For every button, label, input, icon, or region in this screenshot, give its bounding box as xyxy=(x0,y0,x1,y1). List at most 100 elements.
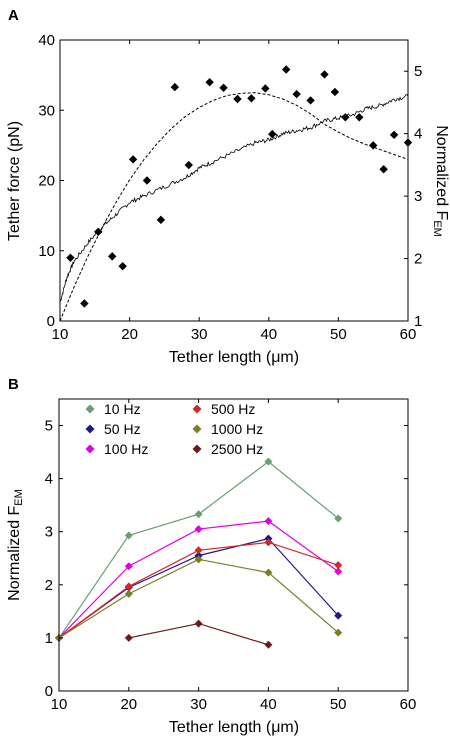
legend-item: 100 Hz xyxy=(85,441,148,457)
panel-a-axes-box xyxy=(59,39,409,322)
frequency-series xyxy=(55,457,343,649)
series-point xyxy=(264,517,273,526)
series-point xyxy=(264,538,273,547)
panel-b-x-ticks: 10 20 30 40 50 60 xyxy=(51,399,417,713)
tether-force-point xyxy=(80,299,89,308)
legend-label: 100 Hz xyxy=(104,441,148,457)
series-point xyxy=(124,589,133,598)
normalized-fem-trace-line xyxy=(59,94,409,303)
tether-force-point xyxy=(66,253,75,262)
panel-a-y-ticks: 0 10 20 30 40 xyxy=(38,32,64,330)
tether-force-point xyxy=(184,160,193,170)
panel-b-axes-box xyxy=(58,398,409,692)
tether-force-points xyxy=(66,65,413,308)
panel-a-right-y-tick-label: 2 xyxy=(414,251,422,268)
fit-curve-line xyxy=(59,92,409,322)
tether-force-point xyxy=(355,113,364,122)
panel-a-y-tick-label: 10 xyxy=(38,243,55,260)
tether-force-point xyxy=(247,94,256,103)
series-point xyxy=(124,562,133,571)
legend-item: 500 Hz xyxy=(192,401,255,417)
legend-marker xyxy=(192,444,202,454)
series-point xyxy=(334,561,343,570)
panel-b-y-tick-label: 4 xyxy=(45,471,53,488)
tether-force-point xyxy=(108,252,117,261)
tether-force-point xyxy=(142,176,152,185)
legend-label: 10 Hz xyxy=(104,401,141,417)
series-point xyxy=(264,568,273,577)
tether-force-point xyxy=(128,155,138,164)
panel-a-y-tick-label: 30 xyxy=(38,102,55,119)
series-point xyxy=(194,619,203,628)
series-point xyxy=(334,514,343,523)
series-point xyxy=(124,582,133,591)
tether-force-point xyxy=(330,87,340,97)
panel-b-x-tick-label: 10 xyxy=(51,696,68,713)
tether-force-point xyxy=(219,83,228,92)
legend-marker xyxy=(192,404,202,414)
tether-force-point xyxy=(369,141,378,150)
panel-b-y-tick-label: 1 xyxy=(45,630,53,647)
legend-label: 1000 Hz xyxy=(211,421,263,437)
tether-force-point xyxy=(282,65,291,74)
tether-force-point xyxy=(233,94,242,104)
panel-b-y-tick-label: 2 xyxy=(45,577,53,594)
series-point xyxy=(124,633,133,642)
series-point xyxy=(334,628,343,637)
panel-a-y-tick-label: 0 xyxy=(47,313,55,330)
panel-a-right-y-axis-label-main: Normalized F xyxy=(433,125,450,220)
panel-b-x-tick-label: 30 xyxy=(190,696,207,713)
legend-item: 1000 Hz xyxy=(192,421,263,437)
series-point xyxy=(194,510,203,519)
tether-force-point xyxy=(261,84,270,93)
panel-a-x-axis-label: Tether length (μm) xyxy=(169,349,299,366)
panel-b-x-tick-label: 60 xyxy=(400,696,417,713)
series-1000-hz xyxy=(55,555,343,642)
normalized-fem-trace xyxy=(59,94,409,303)
series-point xyxy=(194,525,203,534)
panel-a-x-tick-label: 20 xyxy=(121,326,138,343)
panel-b-y-tick-label: 5 xyxy=(45,418,53,435)
legend-label: 2500 Hz xyxy=(211,441,263,457)
series-point xyxy=(334,567,343,576)
legend-item: 10 Hz xyxy=(85,401,141,417)
series-2500-hz xyxy=(124,619,273,649)
panel-b-y-ticks: 0 1 2 3 4 5 xyxy=(45,418,408,700)
series-point xyxy=(264,457,273,466)
tether-force-point xyxy=(341,113,350,122)
legend-marker xyxy=(85,444,95,454)
panel-b-y-tick-label: 0 xyxy=(45,683,53,700)
panel-a-y-axis-label: Tether force (pN) xyxy=(6,121,23,241)
fit-curve xyxy=(59,92,409,322)
panel-a-right-y-tick-label: 5 xyxy=(414,63,422,80)
series-point xyxy=(334,611,343,620)
panel-b-x-axis-label: Tether length (μm) xyxy=(169,719,299,736)
tether-force-point xyxy=(320,70,329,79)
panel-b-y-axis-label-main: Normalized F xyxy=(6,505,23,600)
panel-a-right-y-tick-label: 4 xyxy=(414,126,422,143)
tether-force-point xyxy=(306,96,315,105)
panel-a-right-y-ticks: 1 2 3 4 5 xyxy=(404,63,422,330)
tether-force-point xyxy=(389,130,399,140)
panel-a-y-tick-label: 20 xyxy=(38,173,55,190)
tether-force-point xyxy=(170,82,180,92)
panel-b-y-axis-label-sub: EM xyxy=(13,489,25,506)
panel-b-y-axis-label: Normalized FEM xyxy=(6,489,25,601)
legend-marker xyxy=(85,424,95,434)
panel-b-y-tick-label: 3 xyxy=(45,524,53,541)
panel-a-label: A xyxy=(8,7,19,24)
tether-force-point xyxy=(156,215,166,225)
series-point xyxy=(264,640,273,649)
tether-force-point xyxy=(94,227,103,236)
tether-force-point xyxy=(268,129,277,139)
legend-marker xyxy=(85,404,95,414)
tether-force-point xyxy=(379,165,388,174)
series-point xyxy=(194,546,203,555)
panel-b-x-tick-label: 40 xyxy=(260,696,277,713)
panel-a-x-tick-label: 60 xyxy=(400,326,417,343)
panel-b-x-tick-label: 50 xyxy=(330,696,347,713)
tether-force-point xyxy=(205,77,214,87)
panel-a-x-tick-label: 40 xyxy=(260,326,277,343)
